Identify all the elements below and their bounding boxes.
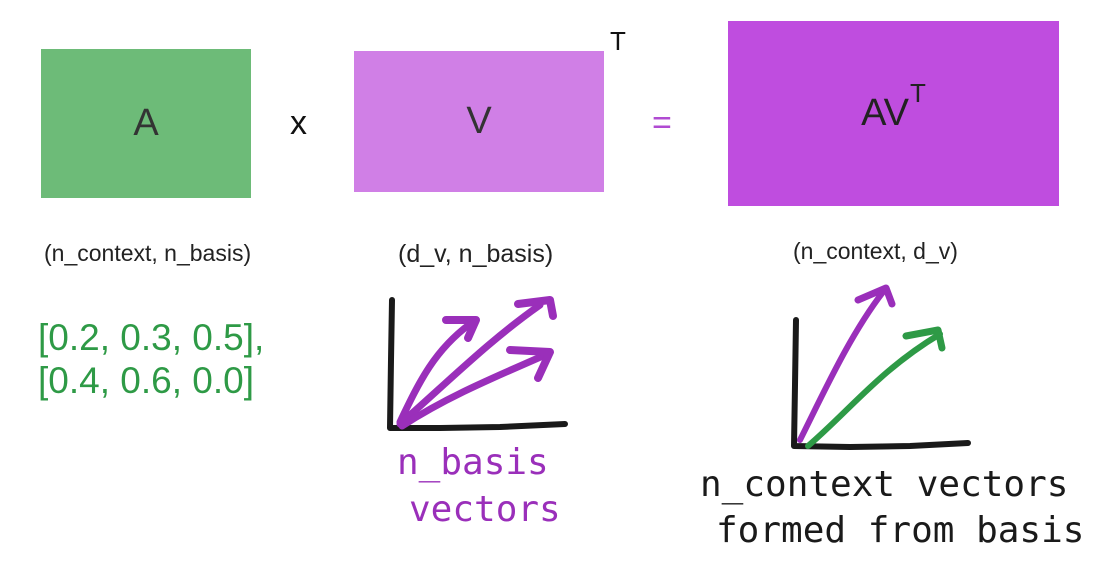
matrix-v-transpose: T [610,26,626,56]
matrix-v-shape: (d_v, n_basis) [398,240,554,268]
basis-vector-1-head [442,316,480,342]
basis-vector-3-head [506,346,554,382]
matrix-a-label: A [133,102,159,144]
matrix-v-box: V [354,51,604,192]
basis-vector-3 [398,351,549,430]
basis-caption-line-1: n_basis [397,442,549,483]
context-plot-axes [791,317,971,450]
context-vector-2-head [902,326,946,352]
matrix-av-transpose: T [909,78,926,108]
basis-caption-line-2: vectors [409,489,561,530]
matrix-v-label: V [466,100,492,142]
context-vector-1 [797,289,886,443]
basis-vector-2 [396,301,544,428]
equals-operator: = [652,104,672,142]
matrix-a-row-1: [0.2, 0.3, 0.5], [38,317,265,358]
matrix-a-values: [0.2, 0.3, 0.5], [0.4, 0.6, 0.0] [38,316,264,402]
matrix-a-box: A [41,49,251,198]
basis-vector-1 [396,320,474,426]
context-caption-line-2: formed from basis [716,510,1085,551]
context-caption-line-1: n_context vectors [700,464,1069,505]
matrix-av-label: AV [861,92,909,134]
basis-vector-2-head [514,296,557,320]
matrix-a-row-2: [0.4, 0.6, 0.0] [38,360,254,401]
multiply-operator: x [290,104,307,142]
context-vector-2 [805,331,943,449]
context-vector-1-head [854,284,896,308]
matrix-av-shape: (n_context, d_v) [793,238,958,264]
basis-plot-axes [387,297,568,431]
matrix-av-box: AV T [728,21,1059,206]
matrix-a-shape: (n_context, n_basis) [44,240,252,266]
